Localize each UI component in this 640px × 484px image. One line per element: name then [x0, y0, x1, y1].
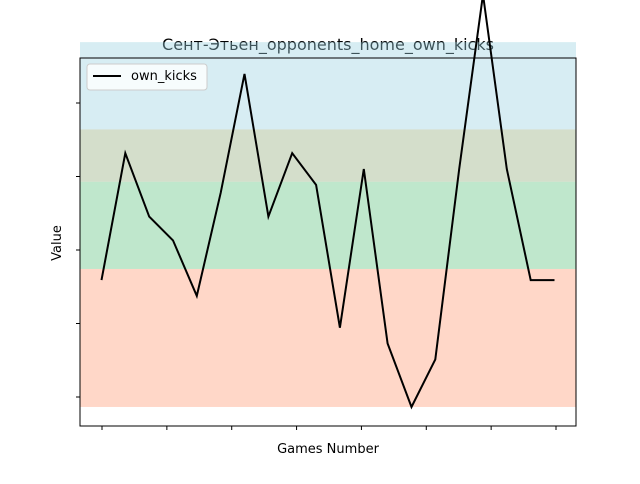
band-2 [80, 129, 576, 182]
legend-box [86, 63, 208, 91]
plot-frame [79, 57, 577, 427]
band-0 [80, 268, 576, 407]
x-axis-label: Games Number [277, 442, 379, 457]
legend-label-own_kicks: own_kicks [131, 69, 197, 84]
axis-ticks [76, 102, 557, 430]
chart-title: Сент-Этьен_opponents_home_own_kicks [162, 35, 494, 55]
background-bands [80, 42, 576, 407]
y-axis-label: Value [50, 225, 65, 261]
legend: own_kicks [86, 63, 208, 91]
series-line-own_kicks [100, 0, 555, 410]
